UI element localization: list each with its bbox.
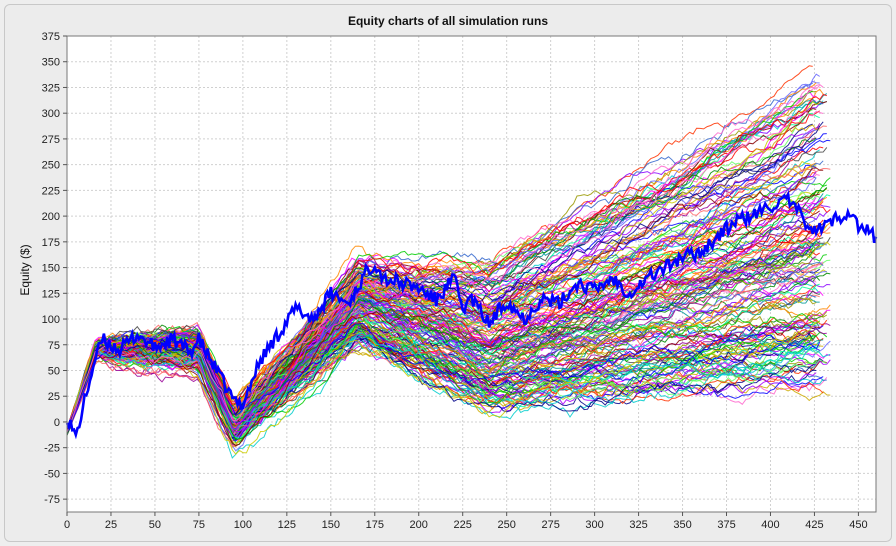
simulation-run-line xyxy=(66,137,817,433)
x-tick-label: 450 xyxy=(849,519,867,531)
chart-title: Equity charts of all simulation runs xyxy=(348,14,548,28)
x-tick-label: 200 xyxy=(410,519,428,531)
x-tick-label: 275 xyxy=(541,519,559,531)
y-tick-label: -25 xyxy=(44,443,60,455)
x-tick-label: 425 xyxy=(805,519,823,531)
simulation-run-line xyxy=(66,230,824,432)
y-tick-label: 75 xyxy=(48,340,60,352)
x-tick-label: 375 xyxy=(717,519,735,531)
y-tick-label: -75 xyxy=(44,494,60,506)
simulation-run-line xyxy=(66,234,817,434)
simulation-run-line xyxy=(66,83,824,432)
x-tick-label: 25 xyxy=(105,519,117,531)
equity-chart: Equity charts of all simulation runs Equ… xyxy=(18,14,878,531)
y-tick-label: 300 xyxy=(42,108,60,120)
x-tick-label: 150 xyxy=(322,519,340,531)
simulation-run-line xyxy=(66,313,820,432)
simulation-run-line xyxy=(66,237,824,432)
x-tick-label: 225 xyxy=(454,519,472,531)
y-tick-label: 200 xyxy=(42,211,60,223)
x-tick-label: 50 xyxy=(149,519,161,531)
y-tick-label: 250 xyxy=(42,160,60,172)
x-tick-label: 350 xyxy=(673,519,691,531)
x-tick-label: 300 xyxy=(585,519,603,531)
simulation-run-line xyxy=(66,298,824,434)
y-tick-label: 150 xyxy=(42,263,60,275)
y-axis-label: Equity ($) xyxy=(18,244,32,295)
simulation-run-line xyxy=(66,329,817,434)
y-tick-label: 50 xyxy=(48,365,60,377)
y-tick-label: 375 xyxy=(42,31,60,43)
x-tick-label: 125 xyxy=(278,519,296,531)
simulation-run-line xyxy=(66,125,827,447)
simulation-run-line xyxy=(66,167,824,447)
plot-area: -75-50-250255075100125150175200225250275… xyxy=(42,31,878,531)
y-tick-label: 175 xyxy=(42,237,60,249)
highlight-run-line xyxy=(65,190,878,440)
simulation-run-line xyxy=(66,211,828,431)
x-tick-label: 175 xyxy=(366,519,384,531)
simulation-run-line xyxy=(66,237,820,434)
y-tick-label: 350 xyxy=(42,57,60,69)
simulation-run-line xyxy=(66,193,820,436)
y-tick-label: 325 xyxy=(42,82,60,94)
y-tick-label: 225 xyxy=(42,185,60,197)
x-tick-label: 400 xyxy=(761,519,779,531)
simulation-run-line xyxy=(66,196,828,434)
y-tick-label: 275 xyxy=(42,134,60,146)
simulation-run-line xyxy=(66,110,824,433)
simulation-run-line xyxy=(66,321,820,455)
x-tick-label: 250 xyxy=(497,519,515,531)
y-tick-label: 100 xyxy=(42,314,60,326)
simulation-run-line xyxy=(66,292,820,432)
simulation-run-line xyxy=(66,298,831,432)
x-tick-label: 75 xyxy=(193,519,205,531)
simulation-run-line xyxy=(66,197,824,438)
y-tick-label: 0 xyxy=(54,417,60,429)
simulation-run-line xyxy=(66,261,824,432)
plot-border xyxy=(66,35,877,513)
y-tick-label: 25 xyxy=(48,391,60,403)
x-tick-label: 0 xyxy=(64,519,70,531)
x-tick-label: 325 xyxy=(629,519,647,531)
simulation-run-line xyxy=(66,260,820,434)
x-tick-label: 100 xyxy=(234,519,252,531)
y-tick-label: 125 xyxy=(42,288,60,300)
chart-panel: Equity charts of all simulation runs Equ… xyxy=(4,4,892,542)
y-tick-label: -50 xyxy=(44,468,60,480)
